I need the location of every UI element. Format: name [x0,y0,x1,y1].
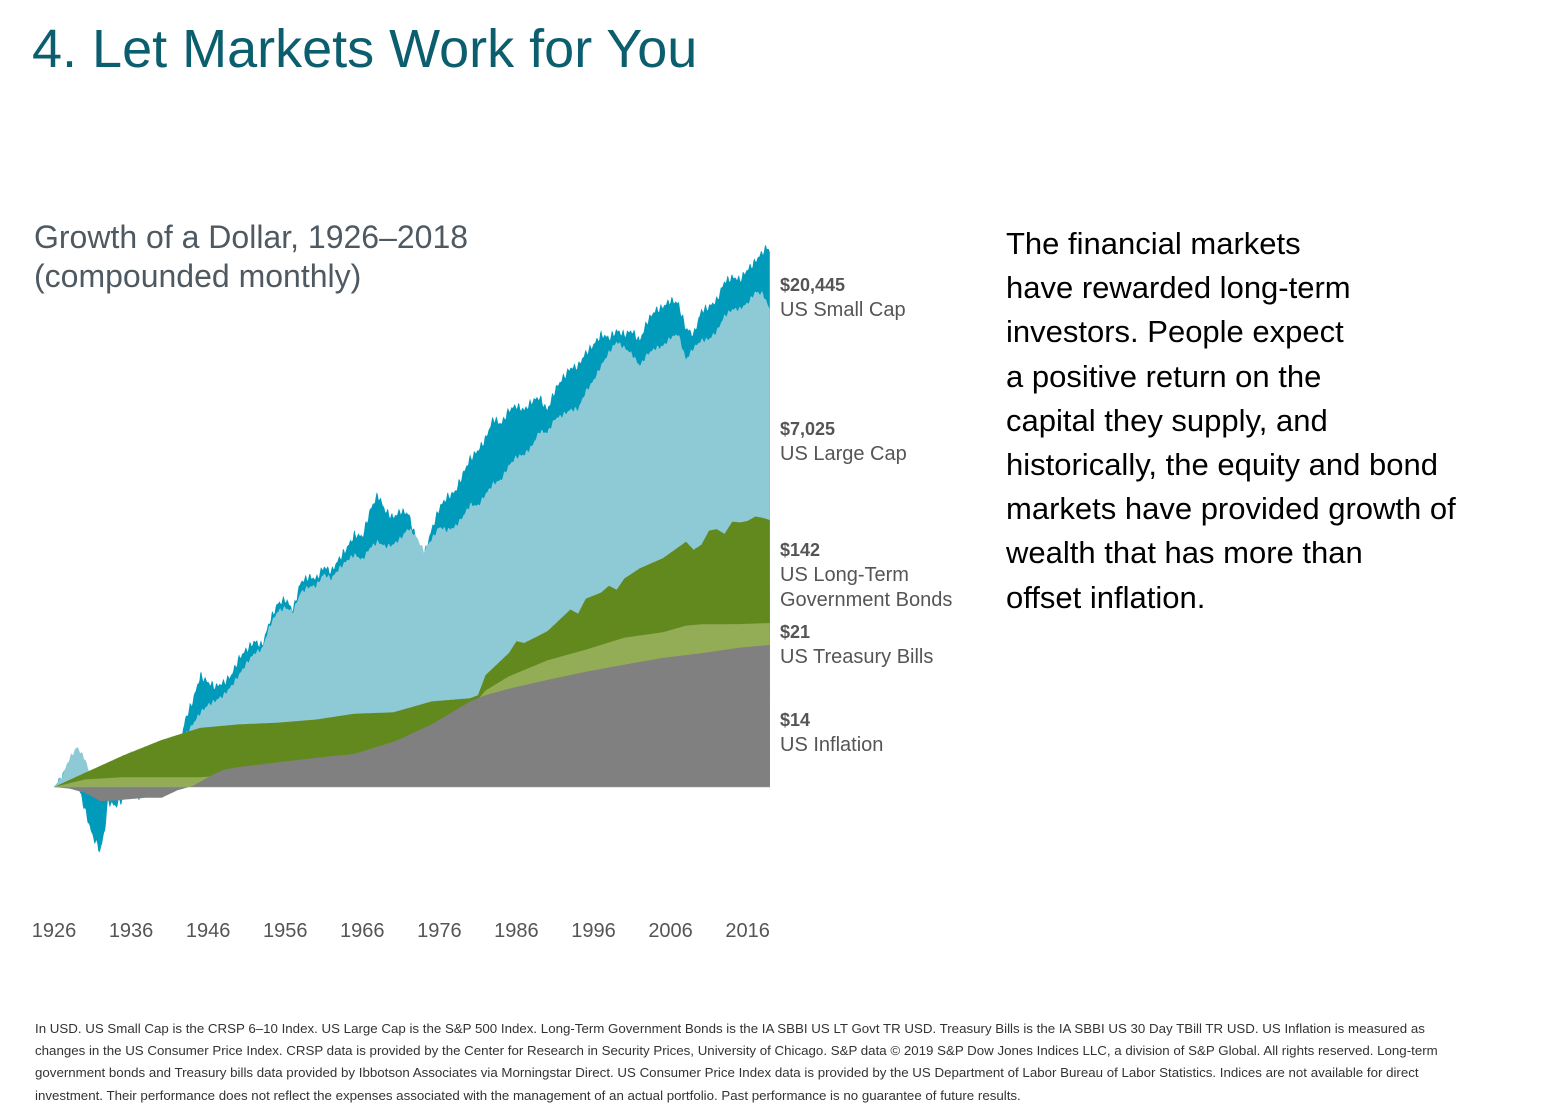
x-tick-label: 1926 [32,920,77,942]
x-tick-label: 2006 [648,920,693,942]
body-text-line: wealth that has more than [1006,535,1363,571]
body-text-line: a positive return on the [1006,358,1322,394]
footnote-line: investment. Their performance does not r… [35,1087,1021,1103]
series-name-label: US Long-Term [780,564,909,586]
slide-title: 4. Let Markets Work for You [32,19,698,79]
chart-title-line-2: (compounded monthly) [34,258,362,294]
series-name-label: US Treasury Bills [780,646,933,668]
x-tick-label: 1996 [571,920,616,942]
body-text-line: investors. People expect [1006,314,1344,350]
series-end-label: $142 US Long-Term Government Bonds [780,540,952,611]
body-text-line: markets have provided growth of [1006,491,1456,527]
series-end-label: $20,445 US Small Cap [780,275,906,321]
x-tick-label: 1986 [494,920,539,942]
body-text-line: capital they supply, and [1006,402,1328,438]
series-name-label: Government Bonds [780,589,952,611]
x-tick-label: 1966 [340,920,385,942]
series-name-label: US Inflation [780,734,883,756]
footnote-line: In USD. US Small Cap is the CRSP 6–10 In… [35,1021,1425,1036]
body-text-line: have rewarded long-term [1006,270,1351,306]
series-end-value: $20,445 [780,275,845,295]
series-end-value: $142 [780,540,820,560]
series-end-value: $21 [780,622,810,642]
series-name-label: US Small Cap [780,299,906,321]
footnote-line: changes in the US Consumer Price Index. … [35,1043,1438,1059]
chart-title: Growth of a Dollar, 1926–2018 (compounde… [34,218,554,296]
growth-of-dollar-chart: 1926 1936 1946 1956 1966 1976 1986 1996 2006 2016… [32,245,952,942]
chart-title-line-1: Growth of a Dollar, 1926–2018 [34,219,469,255]
body-text-line: offset inflation. [1006,579,1206,615]
series-end-label: $21 US Treasury Bills [780,622,933,668]
x-tick-label: 1956 [263,920,308,942]
series-end-label: $14 US Inflation [780,710,883,756]
series-end-value: $14 [780,710,810,730]
x-tick-label: 1946 [186,920,231,942]
body-text-line: historically, the equity and bond [1006,447,1438,483]
footnote-line: government bonds and Treasury bills data… [35,1065,1419,1081]
series-name-label: US Large Cap [780,443,907,465]
x-tick-label: 1936 [109,920,154,942]
series-end-value: $7,025 [780,419,835,439]
x-tick-label: 2016 [725,920,770,942]
series-area-us-inflation [54,644,770,802]
series-end-label: $7,025 US Large Cap [780,419,907,465]
body-text: The financial markets have rewarded long… [1006,222,1526,620]
body-text-line: The financial markets [1006,226,1301,261]
footnote: In USD. US Small Cap is the CRSP 6–10 In… [35,1018,1495,1107]
x-tick-label: 1976 [417,920,462,942]
